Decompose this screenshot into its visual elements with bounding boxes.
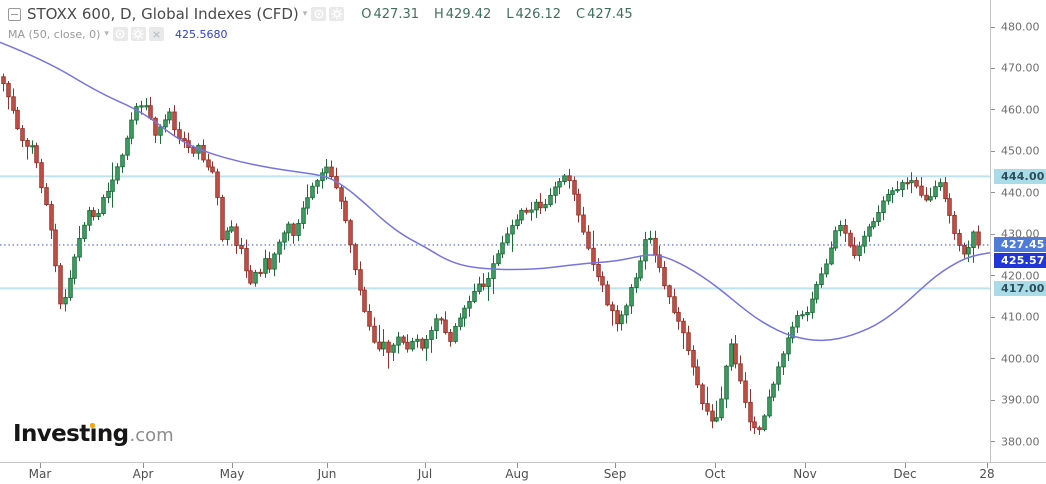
x-tick-mark: [615, 463, 616, 468]
x-tick-mark: [425, 463, 426, 468]
x-tick-mark: [517, 463, 518, 468]
x-tick-label: Oct: [704, 467, 726, 481]
y-tick-label: 450.00: [1001, 144, 1040, 158]
y-tick-mark: [991, 358, 995, 360]
x-tick-label: Dec: [893, 467, 917, 481]
y-tick-mark: [991, 441, 995, 443]
price-chart-svg[interactable]: [0, 0, 990, 462]
candles: [1, 73, 981, 435]
symbol-row: STOXX 600, D, Global Indexes (CFD) ▾ O 42…: [8, 5, 648, 23]
level-lines: [0, 175, 990, 290]
chart-legend: STOXX 600, D, Global Indexes (CFD) ▾ O 42…: [8, 5, 648, 42]
settings-gear-icon[interactable]: [329, 7, 345, 21]
indicator-row: MA (50, close, 0) ▾ × 425.5680: [8, 26, 648, 42]
low-value: L 426.12: [506, 6, 562, 22]
close-value: C 427.45: [576, 6, 633, 22]
investing-logo: Investıng .com: [13, 421, 174, 447]
y-tick-mark: [991, 275, 995, 277]
y-tick-mark: [991, 150, 995, 152]
chart-title[interactable]: STOXX 600, D, Global Indexes (CFD): [27, 5, 299, 23]
x-tick-label: Jul: [417, 467, 433, 481]
x-tick-mark: [715, 463, 716, 468]
y-tick-mark: [991, 67, 995, 69]
chevron-down-icon[interactable]: ▾: [104, 29, 109, 39]
high-value: H 429.42: [434, 6, 492, 22]
indicator-remove-x-icon[interactable]: ×: [148, 27, 164, 41]
y-tick-label: 400.00: [1001, 352, 1040, 366]
x-tick-label: Aug: [505, 467, 529, 481]
time-axis[interactable]: Mar Apr May Jun Jul Aug Sep Oct Nov Dec 28: [0, 462, 1046, 484]
x-tick-label: Apr: [132, 467, 154, 481]
ma-indicator-label[interactable]: MA (50, close, 0): [8, 27, 101, 41]
y-tick-label: 480.00: [1001, 20, 1040, 34]
x-tick-label: Mar: [28, 467, 52, 481]
y-tick-label: 440.00: [1001, 186, 1040, 200]
y-tick-label: 460.00: [1001, 103, 1040, 117]
y-tick-label: 410.00: [1001, 310, 1040, 324]
y-tick-label: 380.00: [1001, 435, 1040, 449]
logo-suffix: .com: [129, 425, 174, 446]
price-tag-ma: 425.57: [994, 253, 1046, 269]
ohlc-values: O 427.31 H 429.42 L 426.12 C 427.45: [361, 7, 647, 22]
open-value: O 427.31: [361, 6, 419, 22]
y-tick-label: 420.00: [1001, 269, 1040, 283]
price-axis[interactable]: 480.00 470.00 460.00 450.00 440.00 430.00 420.…: [990, 0, 1046, 462]
x-tick-mark: [40, 463, 41, 468]
ma-line[interactable]: [0, 41, 990, 342]
x-tick-label: May: [219, 467, 245, 481]
ma-indicator-value: 425.5680: [174, 27, 228, 41]
price-tag-level: 444.00: [994, 168, 1046, 184]
y-tick-label: 390.00: [1001, 393, 1040, 407]
chevron-down-icon[interactable]: ▾: [302, 9, 308, 19]
indicator-visibility-eye-icon[interactable]: [112, 27, 128, 41]
x-tick-label: Sep: [603, 467, 627, 481]
y-tick-mark: [991, 26, 995, 28]
x-tick-label: Jun: [317, 467, 337, 481]
x-tick-mark: [805, 463, 806, 468]
y-tick-mark: [991, 192, 995, 194]
price-tag-last: 427.45: [994, 237, 1046, 253]
logo-brand: Investıng: [13, 421, 129, 447]
visibility-eye-icon[interactable]: [311, 7, 327, 21]
x-tick-mark: [143, 463, 144, 468]
x-tick-label: 28: [979, 467, 995, 481]
x-tick-mark: [987, 463, 988, 468]
indicator-settings-gear-icon[interactable]: [130, 27, 146, 41]
collapse-panel-icon[interactable]: [8, 7, 21, 21]
x-tick-mark: [232, 463, 233, 468]
x-tick-label: Nov: [793, 467, 817, 481]
y-tick-label: 470.00: [1001, 61, 1040, 75]
x-tick-mark: [327, 463, 328, 468]
x-tick-mark: [905, 463, 906, 468]
price-tag-level: 417.00: [994, 280, 1046, 296]
y-tick-mark: [991, 399, 995, 401]
y-tick-mark: [991, 233, 995, 235]
y-tick-mark: [991, 316, 995, 318]
y-tick-mark: [991, 109, 995, 111]
